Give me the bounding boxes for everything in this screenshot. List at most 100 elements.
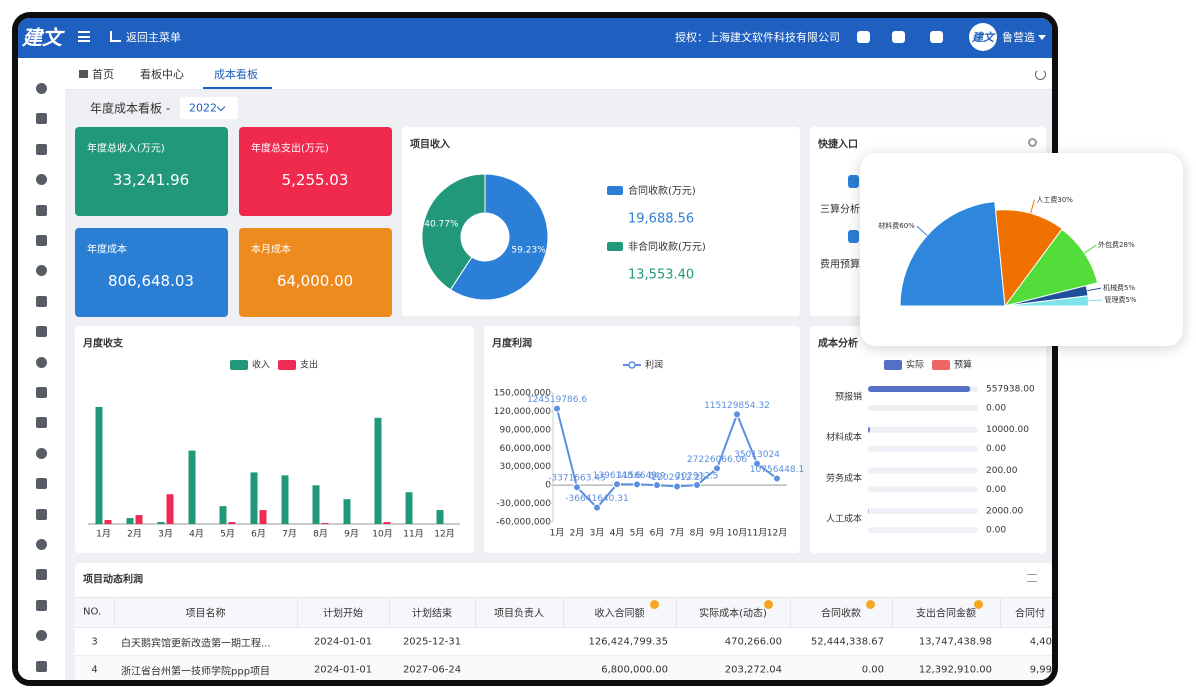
point [553,404,561,413]
rose-slice [899,200,1006,307]
legend-amount: 19,688.56 [628,212,694,227]
quick-icon[interactable] [848,175,859,188]
tab[interactable]: 首页 [92,68,114,81]
slice-label: 管理费5% [1104,295,1136,304]
sidebar-icon[interactable] [36,295,47,307]
sidebar-icon[interactable] [36,630,47,642]
data-label: -3371663.45 [548,474,606,484]
sidebar-icon[interactable] [36,113,47,125]
table-row[interactable] [75,656,1052,680]
point [733,410,741,419]
back-link[interactable]: 返回主菜单 [126,31,181,44]
point [753,459,761,468]
sidebar-icon[interactable] [36,539,47,550]
column-divider [892,597,893,628]
category-label: 预报销 [835,391,862,403]
column-header[interactable]: 项目负责人 [494,608,544,620]
kpi-value: 806,648.03 [108,272,194,290]
bar-track [868,467,978,474]
sidebar-icon[interactable] [36,326,47,338]
slice-label: 材料费60% [878,221,915,230]
bar [95,406,103,524]
column-header[interactable]: 实际成本(动态) [699,608,767,620]
quick-item[interactable]: 三算分析 [820,204,860,216]
value-label: 0.00 [986,526,1006,536]
sidebar-icon[interactable] [36,569,47,581]
column-header[interactable]: 项目名称 [185,608,226,620]
sidebar-icon[interactable] [36,174,47,186]
bar [868,426,870,433]
legend-swatch [884,360,902,370]
label-leader [1030,199,1035,214]
header-icon[interactable] [857,31,870,43]
bar [166,494,174,524]
bar [228,522,236,524]
column-header[interactable]: 计划开始 [323,608,363,620]
column-header[interactable]: 收入合同额 [594,608,645,620]
bar [383,522,391,524]
x-tick-label: 11月 [403,529,423,540]
data-label: -2202912.25 [648,473,706,483]
year-select[interactable] [180,97,238,119]
legend-swatch [932,360,950,370]
sidebar-icon[interactable] [36,235,47,246]
x-tick-label: 2月 [127,529,142,540]
x-tick-label: 2月 [570,528,585,539]
x-tick-label: 1月 [96,529,111,540]
legend-swatch [607,242,623,251]
data-label: 1156649 [617,471,657,481]
sidebar-icon[interactable] [36,417,47,429]
header-icon[interactable] [892,31,905,43]
x-tick-label: 4月 [189,529,204,540]
menu-toggle[interactable] [78,31,90,42]
info-badge [866,600,875,609]
bar [405,492,413,524]
sidebar-icon[interactable] [36,447,47,459]
bar-track [868,405,978,411]
avatar[interactable] [969,23,997,51]
sidebar-icon[interactable] [36,356,47,368]
table-menu-icon[interactable] [1027,574,1037,582]
table-row[interactable] [75,628,1052,656]
bar [281,475,289,524]
point [673,482,681,491]
column-divider [475,597,476,628]
column-header[interactable]: 支出合同金额 [916,608,976,620]
column-divider [563,597,564,628]
kpi-card [75,228,228,317]
column-header[interactable]: 合同付 [1015,608,1045,620]
sidebar-icon[interactable] [36,83,47,94]
device-frame [12,12,1058,686]
sidebar-icon[interactable] [36,265,47,277]
bar [219,506,227,524]
y-tick-label: 30,000,000 [499,462,551,472]
category-label: 材料成本 [826,431,862,443]
slice-label: 40.77% [424,219,459,229]
sidebar-icon[interactable] [36,204,47,216]
tab[interactable]: 看板中心 [140,68,184,81]
header-icon[interactable] [930,31,943,43]
y-tick-label: 150,000,000 [494,389,552,399]
column-header[interactable]: NO. [83,606,102,618]
table-cell: 126,424,799.35 [588,636,668,648]
sidebar-icon[interactable] [36,508,47,520]
license: 授权：上海建文软件科技有限公司 [675,31,840,44]
bar [259,510,267,524]
kpi-label: 年度总支出(万元) [251,143,329,155]
tab[interactable]: 成本看板 [214,68,258,81]
point [573,483,581,492]
sidebar-icon[interactable] [36,599,47,611]
sidebar-icon[interactable] [36,387,47,398]
quick-item[interactable]: 费用预算 [820,259,860,271]
sidebar-icon[interactable] [36,660,47,672]
settings-icon[interactable] [1028,138,1037,147]
x-tick-label: 10月 [727,528,747,539]
quick-icon[interactable] [848,230,859,243]
sidebar-icon[interactable] [36,143,47,155]
refresh-icon[interactable] [1035,69,1046,80]
board-title: 年度成本看板 - [90,101,171,116]
user-name[interactable]: 鲁营造 [1002,31,1035,44]
column-header[interactable]: 计划结束 [412,608,452,620]
sidebar-icon[interactable] [36,478,47,490]
column-header[interactable]: 合同收款 [821,608,861,620]
